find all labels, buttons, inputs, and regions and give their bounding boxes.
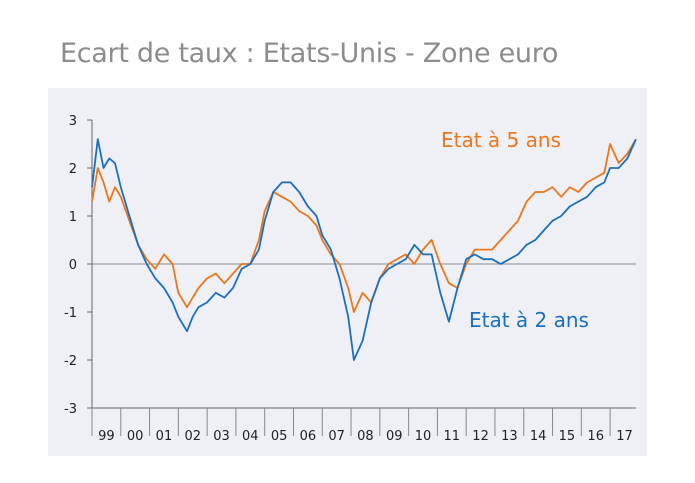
- x-tick-label: 11: [444, 429, 461, 444]
- x-tick-label: 01: [156, 429, 173, 444]
- y-axis: 3 2 1 0 -1 -2 -3: [64, 114, 636, 417]
- x-tick-label: 03: [213, 429, 230, 444]
- x-tick-label: 02: [184, 429, 201, 444]
- x-tick-label: 99: [98, 429, 115, 444]
- x-tick-label: 05: [271, 429, 288, 444]
- series-line-5y: [91, 138, 637, 313]
- page-title: Ecart de taux : Etats-Unis - Zone euro: [60, 38, 559, 69]
- x-tick-label: 04: [242, 429, 259, 444]
- x-axis: 99 00 01 02 03 04 05 06 07 08 09 10 11 12 13 14 15 16 17: [91, 407, 636, 444]
- y-tick-label: 2: [69, 162, 77, 177]
- x-tick-label: 09: [386, 429, 403, 444]
- x-tick-label: 17: [616, 429, 633, 444]
- chart-panel: [48, 88, 647, 456]
- x-tick-label: 06: [300, 429, 317, 444]
- series-lines: [91, 138, 637, 361]
- y-tick-label: 1: [69, 210, 77, 225]
- y-tick-label: 0: [69, 258, 77, 273]
- y-tick-label: 3: [69, 114, 77, 129]
- x-tick-label: 00: [127, 429, 144, 444]
- x-tick-label: 16: [587, 429, 604, 444]
- y-tick-label: -3: [64, 402, 77, 417]
- x-tick-label: 14: [530, 429, 547, 444]
- x-tick-label: 15: [559, 429, 576, 444]
- y-tick-label: -1: [64, 306, 77, 321]
- x-tick-label: 12: [472, 429, 489, 444]
- series-label-5y: Etat à 5 ans: [441, 128, 561, 152]
- x-tick-label: 07: [328, 429, 345, 444]
- x-tick-label: 13: [501, 429, 518, 444]
- series-label-2y: Etat à 2 ans: [469, 308, 589, 332]
- y-tick-label: -2: [64, 354, 77, 369]
- x-tick-label: 10: [415, 429, 432, 444]
- series-line-2y: [91, 138, 637, 361]
- x-tick-label: 08: [357, 429, 374, 444]
